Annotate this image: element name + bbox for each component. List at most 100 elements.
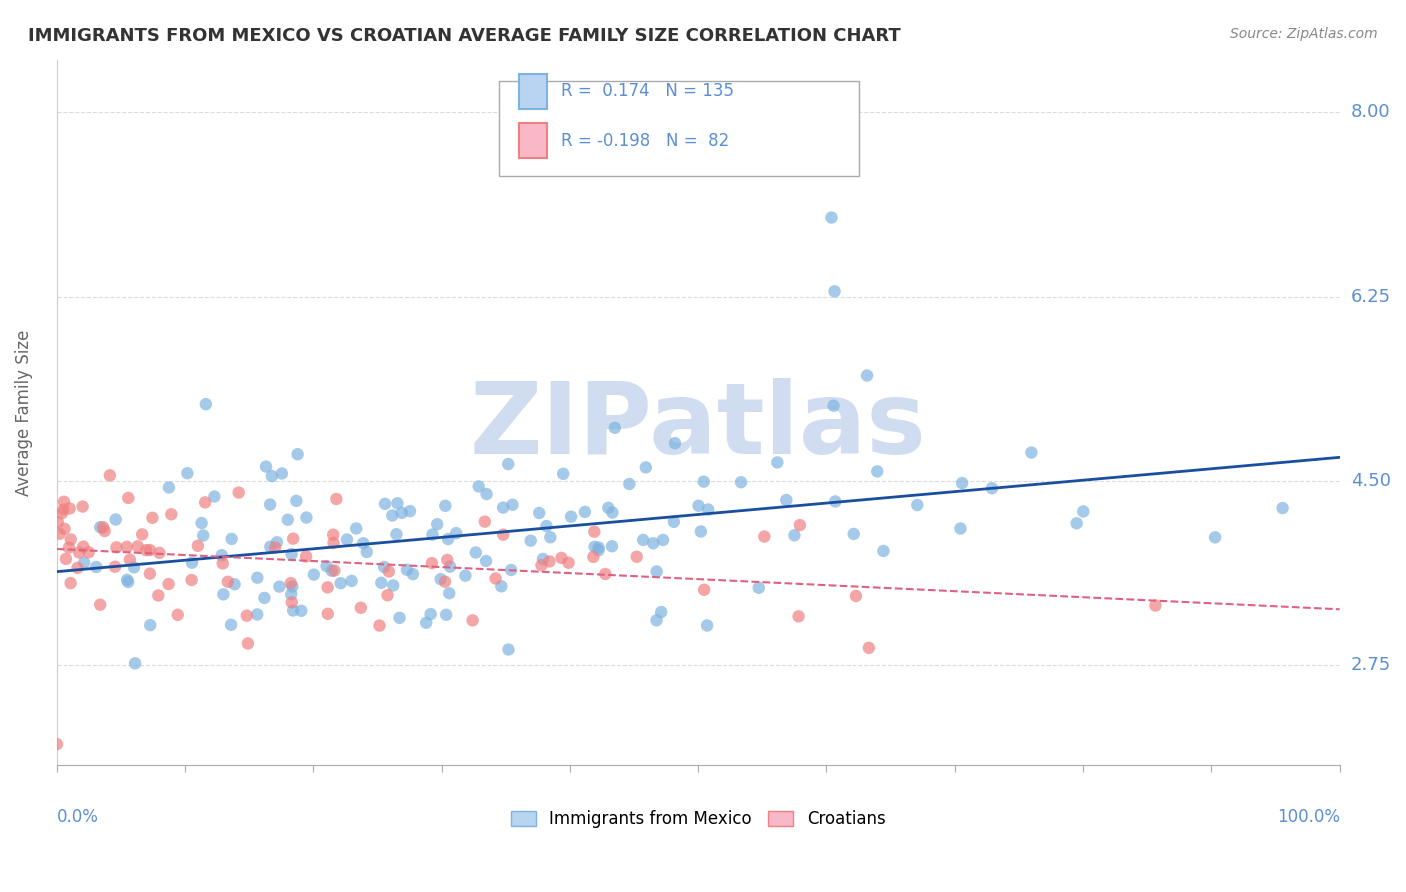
Point bbox=[91, 520, 114, 534]
Point bbox=[67, 545, 90, 559]
Point bbox=[260, 469, 283, 483]
Point bbox=[775, 493, 797, 508]
Point bbox=[295, 549, 318, 564]
Point bbox=[350, 600, 373, 615]
Point bbox=[415, 615, 437, 630]
Point bbox=[420, 556, 443, 570]
Point bbox=[492, 500, 515, 515]
Point bbox=[429, 572, 451, 586]
Point bbox=[321, 564, 343, 578]
Point bbox=[475, 554, 498, 568]
Point bbox=[259, 540, 281, 554]
Point bbox=[754, 529, 776, 543]
Point bbox=[645, 565, 668, 579]
Point bbox=[84, 560, 107, 574]
Point bbox=[59, 501, 82, 516]
Point bbox=[1066, 516, 1088, 531]
Point bbox=[373, 560, 395, 574]
Text: 0.0%: 0.0% bbox=[56, 807, 98, 825]
Point bbox=[89, 598, 111, 612]
Point bbox=[866, 464, 889, 478]
Point bbox=[650, 605, 672, 619]
Point bbox=[281, 580, 304, 594]
Y-axis label: Average Family Size: Average Family Size bbox=[15, 329, 32, 496]
Point bbox=[295, 510, 318, 524]
Point bbox=[496, 457, 519, 471]
Point bbox=[48, 526, 70, 541]
Point bbox=[950, 476, 973, 491]
Point bbox=[266, 535, 288, 549]
Point bbox=[595, 566, 617, 581]
Point bbox=[316, 607, 339, 621]
Point bbox=[631, 533, 654, 547]
Point bbox=[104, 512, 127, 526]
Point bbox=[280, 587, 302, 601]
Point bbox=[550, 550, 572, 565]
Point bbox=[688, 499, 710, 513]
Point bbox=[316, 580, 339, 594]
Point bbox=[368, 618, 391, 632]
Point bbox=[426, 517, 449, 532]
Point bbox=[139, 566, 162, 581]
Point bbox=[93, 524, 115, 538]
Point bbox=[280, 576, 302, 591]
Point bbox=[1071, 504, 1094, 518]
Point bbox=[269, 580, 291, 594]
Text: IMMIGRANTS FROM MEXICO VS CROATIAN AVERAGE FAMILY SIZE CORRELATION CHART: IMMIGRANTS FROM MEXICO VS CROATIAN AVERA… bbox=[28, 27, 901, 45]
Point bbox=[626, 549, 648, 564]
Point bbox=[634, 460, 657, 475]
Point bbox=[664, 436, 686, 450]
Point bbox=[211, 548, 233, 562]
Point bbox=[588, 541, 610, 555]
FancyBboxPatch shape bbox=[519, 123, 547, 159]
Point bbox=[253, 591, 276, 605]
Text: Source: ZipAtlas.com: Source: ZipAtlas.com bbox=[1230, 27, 1378, 41]
Point bbox=[820, 211, 842, 225]
Point bbox=[323, 564, 346, 578]
Point bbox=[582, 549, 605, 564]
Point bbox=[377, 588, 399, 602]
Point bbox=[385, 527, 408, 541]
Point bbox=[52, 494, 75, 508]
Point bbox=[560, 509, 582, 524]
Point bbox=[696, 618, 718, 632]
Point bbox=[461, 613, 484, 627]
Point bbox=[652, 533, 675, 547]
Point bbox=[858, 640, 880, 655]
Point bbox=[748, 581, 770, 595]
Point bbox=[697, 502, 720, 516]
Point bbox=[77, 545, 100, 559]
Point bbox=[166, 607, 188, 622]
Point bbox=[193, 528, 215, 542]
Point bbox=[211, 557, 233, 571]
Point bbox=[434, 607, 457, 622]
Point bbox=[382, 578, 405, 592]
Point bbox=[176, 467, 198, 481]
Point bbox=[467, 479, 489, 493]
Text: ZIPatlas: ZIPatlas bbox=[470, 378, 927, 475]
Point bbox=[55, 552, 77, 566]
Point bbox=[340, 574, 363, 588]
Point bbox=[224, 577, 246, 591]
Point bbox=[98, 468, 121, 483]
Point bbox=[538, 554, 561, 568]
Point bbox=[52, 502, 75, 516]
Point bbox=[538, 530, 561, 544]
Point bbox=[519, 533, 541, 548]
Legend: Immigrants from Mexico, Croatians: Immigrants from Mexico, Croatians bbox=[505, 803, 893, 834]
Point bbox=[842, 527, 865, 541]
Point bbox=[603, 421, 626, 435]
Point bbox=[122, 560, 145, 574]
Point bbox=[981, 481, 1004, 495]
Point bbox=[588, 543, 610, 558]
Point bbox=[824, 494, 846, 508]
Point bbox=[322, 527, 344, 541]
Point bbox=[58, 541, 80, 555]
Point bbox=[1144, 599, 1167, 613]
Point bbox=[157, 577, 180, 591]
Point bbox=[374, 497, 396, 511]
Point bbox=[787, 609, 810, 624]
Point bbox=[439, 586, 461, 600]
Text: R =  0.174   N = 135: R = 0.174 N = 135 bbox=[561, 82, 734, 101]
Point bbox=[202, 490, 225, 504]
